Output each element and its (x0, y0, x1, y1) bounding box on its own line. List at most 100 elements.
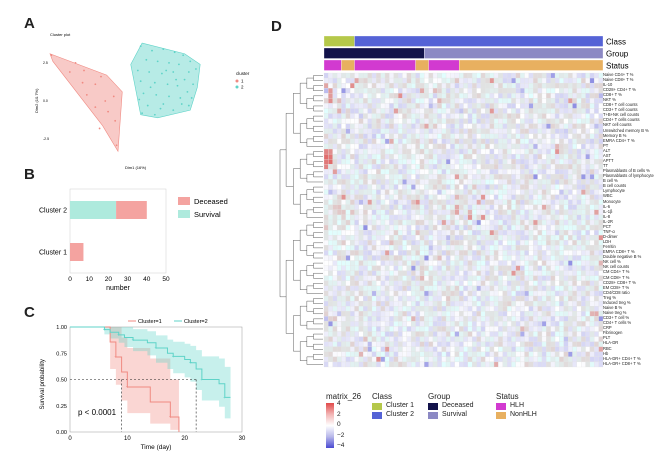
heatmap-cell (472, 300, 477, 307)
heatmap-cell (341, 331, 346, 337)
heatmap-cell (472, 189, 477, 195)
heatmap-cell (480, 265, 486, 271)
heatmap-cell (489, 103, 495, 109)
legend-title: cluster (236, 71, 250, 76)
heatmap-cell (323, 230, 329, 236)
heatmap-cell (537, 128, 543, 134)
x-axis-label: number (106, 285, 130, 292)
heatmap-cell (554, 280, 560, 287)
heatmap-cell (332, 260, 338, 266)
heatmap-cell (506, 306, 512, 312)
heatmap-cell (341, 290, 346, 297)
heatmap-cell (402, 148, 407, 155)
heatmap-cell (354, 93, 359, 99)
heatmap-cell (463, 93, 468, 99)
heatmap-cell (432, 245, 438, 251)
heatmap-cell (581, 356, 586, 363)
heatmap-cell (576, 153, 582, 160)
heatmap-cell (463, 153, 468, 160)
heatmap-cell (393, 108, 399, 114)
heatmap-cell (363, 290, 368, 297)
heatmap-cell (406, 230, 412, 236)
heatmap-cell (581, 361, 586, 368)
heatmap-cell (454, 77, 460, 84)
heatmap-cell (563, 123, 569, 129)
heatmap-cell (498, 285, 503, 292)
heatmap-cell (450, 331, 455, 337)
heatmap-cell (498, 336, 503, 342)
heatmap-cell (520, 88, 525, 94)
heatmap-cell (533, 219, 538, 226)
heatmap-cell (489, 255, 495, 261)
censor-mark: + (132, 338, 135, 344)
heatmap-cell (445, 361, 451, 368)
heatmap-cell (476, 153, 482, 160)
heatmap-cell (563, 204, 569, 210)
heatmap-cell (384, 316, 390, 322)
heatmap-cell (568, 235, 573, 241)
heatmap-cell (541, 240, 547, 246)
heatmap-cell (393, 240, 399, 246)
heatmap-cell (406, 77, 412, 84)
heatmap-cell (585, 174, 591, 180)
heatmap-cell (358, 214, 364, 221)
heatmap-cell (380, 255, 386, 261)
heatmap-cell (432, 184, 438, 190)
heatmap-cell (384, 159, 390, 165)
heatmap-cell (441, 209, 447, 216)
heatmap-cell (415, 336, 421, 342)
heatmap-cell (537, 189, 543, 195)
heatmap-cell (367, 326, 373, 332)
heatmap-cell (406, 316, 412, 322)
heatmap-cell (424, 351, 429, 357)
heatmap-cell (376, 265, 381, 271)
heatmap-cell (411, 224, 416, 231)
heatmap-row-label: CD4/CD8 ratio (603, 289, 630, 295)
heatmap-cell (585, 361, 591, 368)
heatmap-cell (467, 138, 473, 145)
heatmap-cell (585, 275, 591, 281)
heatmap-cell (332, 356, 338, 363)
heatmap-cell (406, 143, 412, 150)
heatmap-cell (537, 306, 543, 312)
heatmap-cell (371, 164, 377, 170)
heatmap-cell (476, 336, 482, 342)
heatmap-cell (511, 194, 516, 200)
heatmap-cell (463, 98, 468, 104)
heatmap-cell (384, 346, 390, 352)
heatmap-cell (541, 128, 547, 134)
heatmap-cell (563, 179, 569, 185)
heatmap-cell (432, 230, 438, 236)
heatmap-cell (454, 143, 460, 150)
heatmap-cell (367, 194, 373, 200)
heatmap-cell (424, 184, 429, 190)
heatmap-cell (498, 153, 503, 160)
heatmap-cell (594, 108, 599, 114)
heatmap-cell (533, 300, 538, 307)
heatmap-cell (397, 219, 403, 226)
heatmap-cell (445, 331, 451, 337)
heatmap-cell (389, 123, 394, 129)
dendrogram-branch (313, 75, 323, 81)
heatmap-cell (367, 118, 373, 124)
legend-label-survival: Survival (194, 210, 221, 219)
heatmap-cell (445, 321, 451, 327)
heatmap-cell (520, 214, 525, 221)
heatmap-cell (411, 270, 416, 276)
heatmap-cell (397, 83, 403, 89)
heatmap-cell (384, 290, 390, 297)
heatmap-cell (328, 133, 333, 140)
heatmap-cell (506, 235, 512, 241)
heatmap-row-label: IL-10 (603, 81, 613, 87)
heatmap-cell (498, 128, 503, 134)
heatmap-cell (363, 326, 368, 332)
heatmap-row-label: EMRA CD8+ T % (603, 249, 635, 255)
heatmap-cell (568, 118, 573, 124)
heatmap-cell (358, 123, 364, 129)
heatmap-cell (594, 123, 599, 129)
heatmap-cell (589, 93, 595, 99)
heatmap-cell (428, 255, 434, 261)
heatmap-cell (563, 148, 569, 155)
heatmap-cell (380, 331, 386, 337)
heatmap-cell (380, 179, 386, 185)
